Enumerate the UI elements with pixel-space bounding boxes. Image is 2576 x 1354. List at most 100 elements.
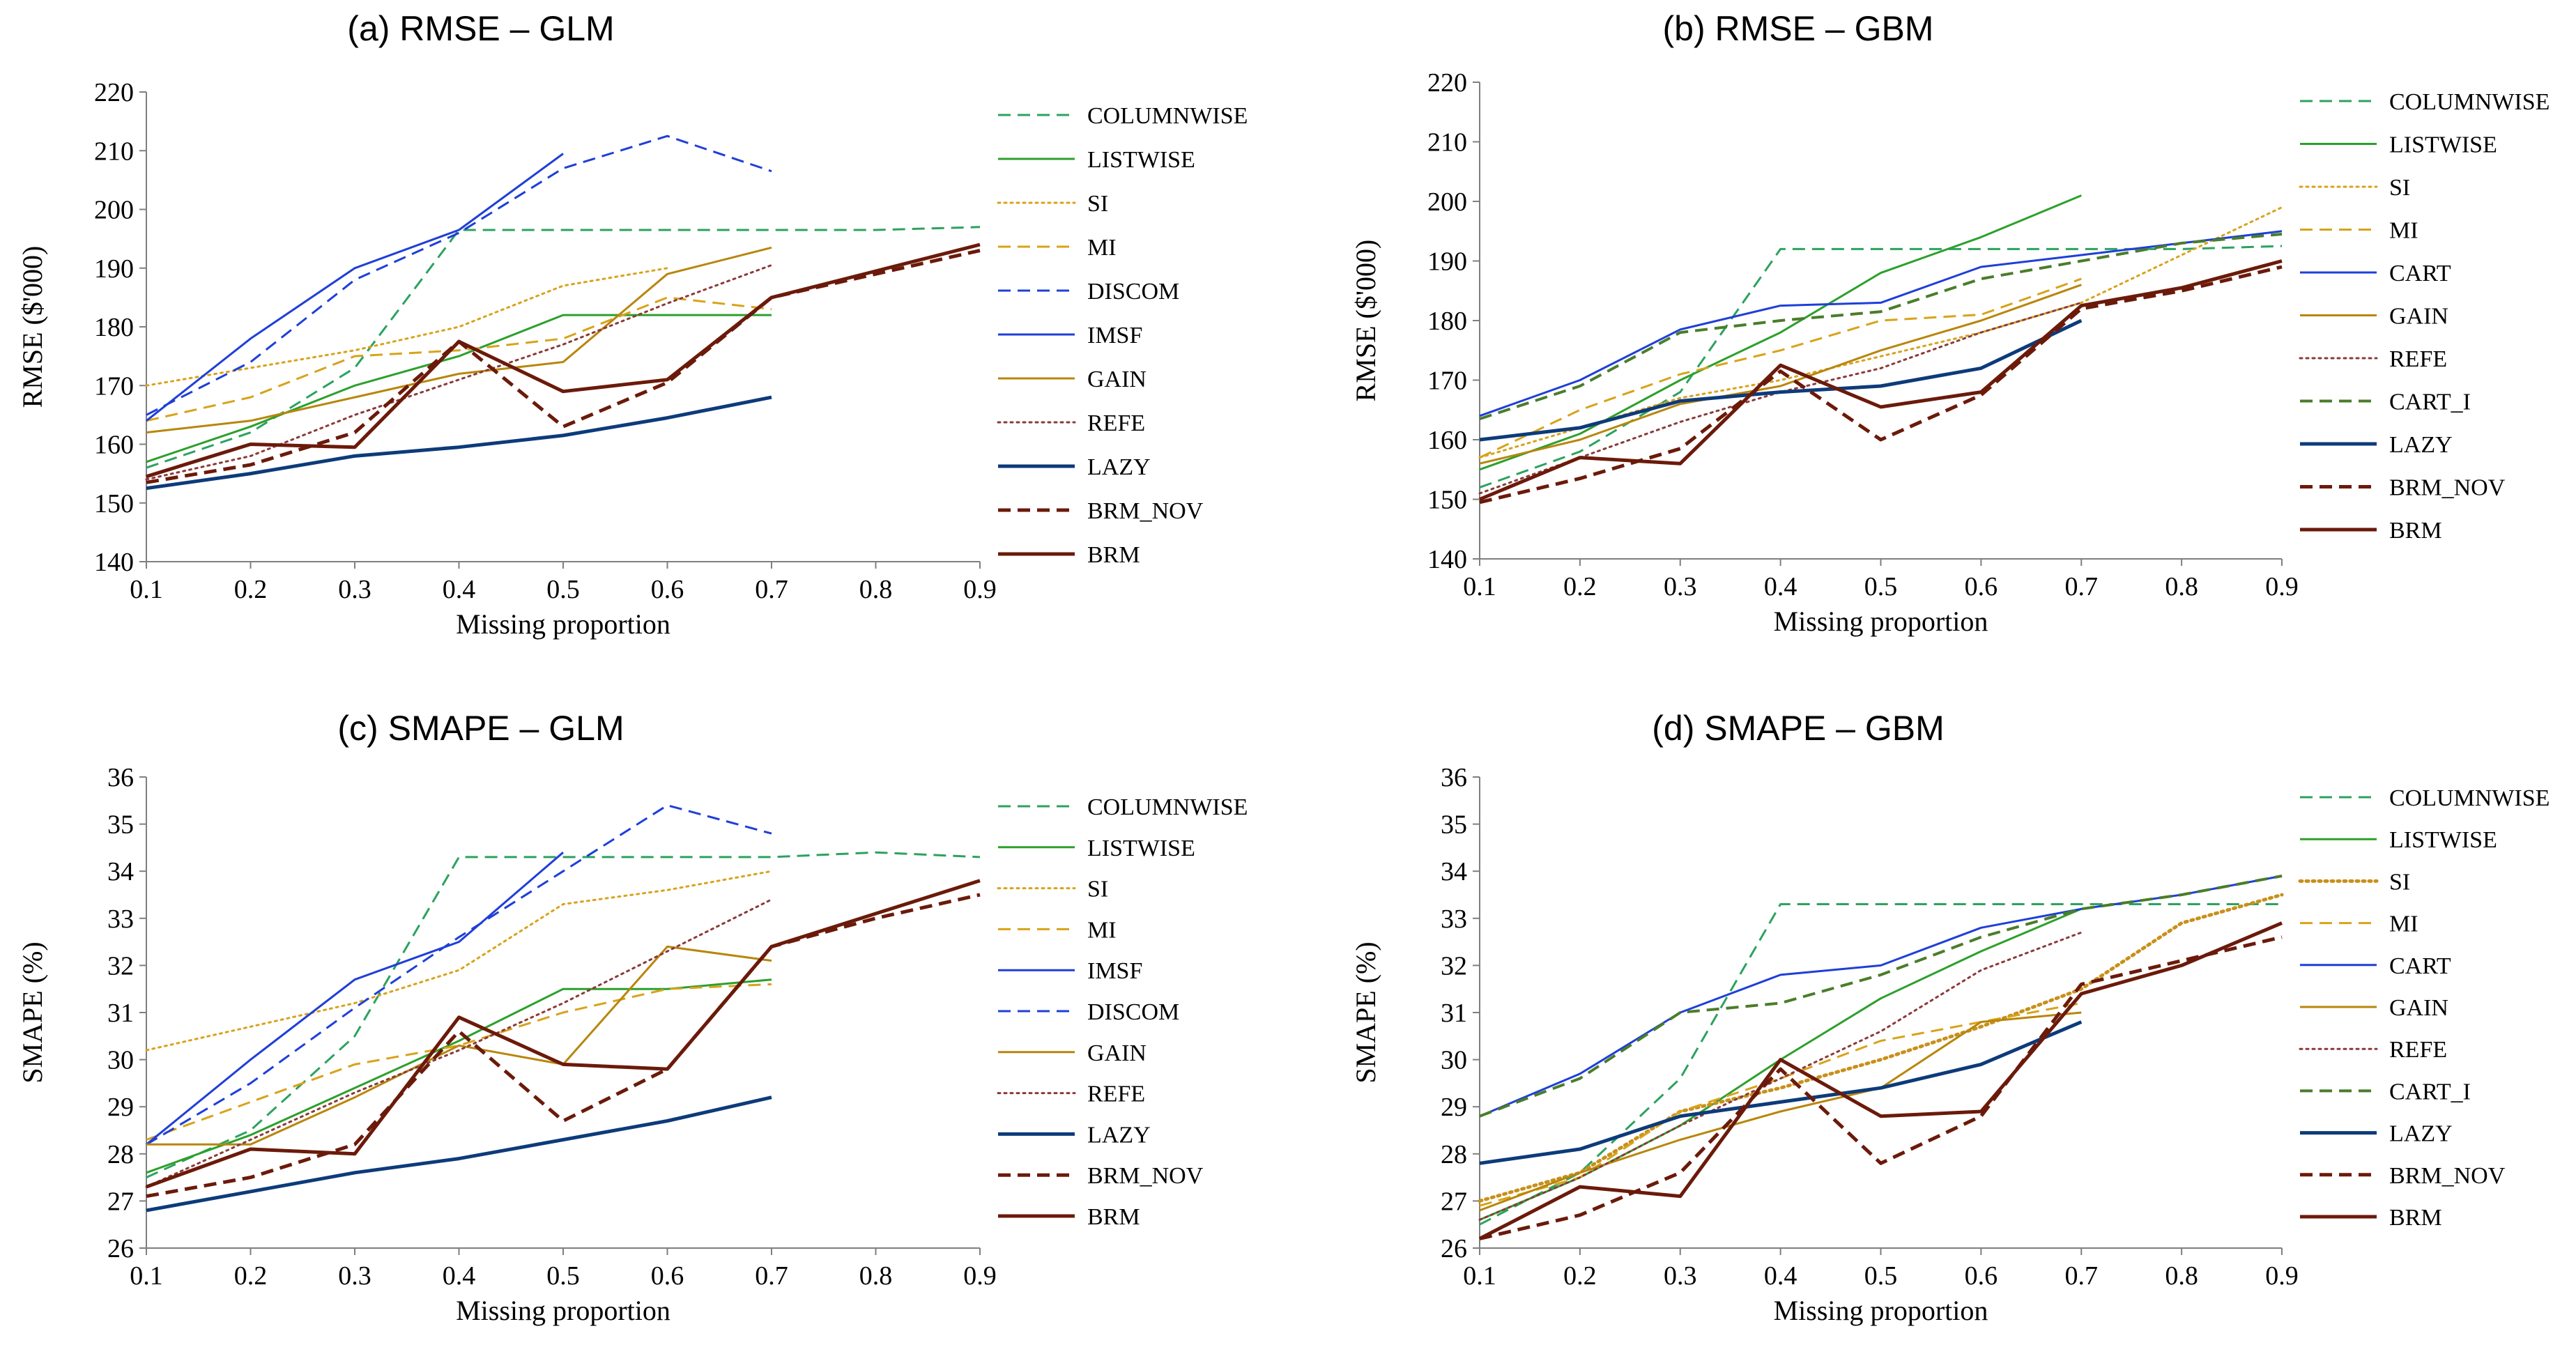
legend-label-refe: REFE [2389, 346, 2447, 372]
legend-label-si: SI [2389, 869, 2410, 895]
legend-label-cart: CART [2389, 261, 2451, 286]
series-line-lazy [1479, 1020, 2083, 1165]
x-tick-label: 0.7 [755, 1261, 788, 1291]
series-line-refe [145, 264, 773, 481]
chart-panel-c: (c) SMAPE – GLM 26 27 28 29 30 31 32 33 34 35 36 0.1… [17, 709, 1248, 1326]
series-line-lazy [146, 395, 772, 491]
x-tick-label: 0.2 [234, 575, 268, 604]
x-tick-label: 0.8 [859, 1261, 893, 1291]
legend-label-gain: GAIN [1087, 1040, 1147, 1066]
x-tick-label: 0.4 [1764, 572, 1797, 601]
legend-label-lazy: LAZY [1087, 1122, 1151, 1148]
y-tick-label: 32 [1441, 951, 1467, 980]
series-line-imsf [146, 153, 564, 422]
series-line-brm-nov [1479, 265, 2283, 505]
legend-label-imsf: IMSF [1087, 323, 1142, 348]
legend-label-columnwise: COLUMNWISE [1087, 794, 1248, 820]
series-line-si [1478, 893, 2284, 1203]
y-tick-label: 27 [107, 1187, 134, 1216]
chart-panel-d: (d) SMAPE – GBM 26 27 28 29 30 31 32 33 34 35 36 0.1… [1350, 709, 2550, 1326]
series-line-brm-nov [146, 249, 981, 484]
legend-label-mi: MI [2389, 911, 2418, 937]
chart-title: (d) SMAPE – GBM [1652, 709, 1945, 748]
legend-label-listwise: LISTWISE [1087, 147, 1195, 173]
legend-label-discom: DISCOM [1087, 279, 1179, 305]
legend-label-imsf: IMSF [1087, 958, 1142, 984]
x-tick-label: 0.9 [963, 1261, 997, 1291]
series-line-brm-nov [1479, 935, 2283, 1240]
x-tick-label: 0.6 [1965, 572, 1998, 601]
y-tick-label: 29 [1441, 1093, 1467, 1122]
legend-label-brm: BRM [2389, 1205, 2442, 1231]
y-tick-label: 220 [94, 78, 134, 107]
x-tick-label: 0.1 [1463, 1261, 1496, 1291]
x-tick-label: 0.1 [130, 575, 163, 604]
x-tick-label: 0.1 [1463, 572, 1496, 601]
y-tick-label: 170 [1427, 367, 1467, 396]
legend-label-listwise: LISTWISE [2389, 827, 2497, 853]
series-line-gain [1479, 1011, 2082, 1212]
legend-label-refe: REFE [1087, 410, 1145, 436]
x-tick-label: 0.5 [546, 575, 580, 604]
legend-label-brm-nov: BRM_NOV [1087, 1163, 1204, 1189]
legend-label-si: SI [2389, 175, 2410, 201]
series-line-discom [146, 134, 772, 416]
legend-label-si: SI [1087, 191, 1108, 217]
chart-panel-b: (b) RMSE – GBM 140 150 160 170 180 190 200 210 22… [1350, 9, 2550, 637]
legend-label-mi: MI [2389, 218, 2418, 244]
series-line-si [145, 870, 773, 1052]
x-tick-label: 0.3 [338, 1261, 371, 1291]
series-line-cart-i [1479, 233, 2283, 421]
legend-label-gain: GAIN [2389, 995, 2448, 1021]
y-tick-label: 140 [94, 548, 134, 577]
legend-label-listwise: LISTWISE [1087, 836, 1195, 861]
y-axis-label: RMSE ($'000) [1350, 240, 1381, 402]
y-tick-label: 210 [1427, 128, 1467, 157]
series-line-columnwise [1479, 903, 2282, 1226]
y-tick-label: 36 [1441, 763, 1467, 792]
legend-label-lazy: LAZY [1087, 454, 1151, 480]
y-tick-label: 26 [107, 1234, 134, 1263]
legend-label-columnwise: COLUMNWISE [1087, 103, 1248, 129]
x-tick-label: 0.7 [755, 575, 788, 604]
series-line-lazy [146, 1095, 772, 1213]
legend-label-columnwise: COLUMNWISE [2389, 785, 2550, 811]
legend-label-columnwise: COLUMNWISE [2389, 89, 2550, 115]
x-axis-label: Missing proportion [1774, 606, 1988, 637]
series-line-gain [1479, 284, 2082, 465]
y-tick-label: 26 [1441, 1234, 1467, 1263]
series-line-columnwise [146, 226, 981, 469]
legend: COLUMNWISE LISTWISE SI MI CART GAIN REFE CART_I… [2298, 785, 2550, 1231]
x-tick-label: 0.4 [1764, 1261, 1797, 1291]
legend-label-refe: REFE [2389, 1037, 2447, 1063]
legend-label-brm: BRM [1087, 1204, 1140, 1230]
x-tick-label: 0.9 [963, 575, 997, 604]
x-tick-label: 0.8 [2165, 572, 2198, 601]
x-tick-label: 0.2 [1563, 572, 1597, 601]
x-tick-label: 0.8 [859, 575, 893, 604]
y-tick-label: 190 [1427, 247, 1467, 277]
y-tick-label: 29 [107, 1093, 134, 1122]
legend: COLUMNWISE LISTWISE SI MI DISCOM IMSF GAIN REFE… [997, 103, 1248, 568]
series-line-listwise [1479, 907, 2082, 1221]
y-axis-label: SMAPE (%) [17, 941, 48, 1083]
y-tick-label: 200 [94, 196, 134, 225]
y-tick-label: 34 [1441, 857, 1467, 886]
series-line-cart [1479, 875, 2283, 1118]
series-line-brm [1479, 259, 2283, 501]
y-tick-label: 34 [107, 857, 134, 886]
y-tick-label: 31 [107, 999, 134, 1028]
y-tick-label: 170 [94, 371, 134, 401]
series-line-columnwise [146, 851, 981, 1178]
legend-label-brm: BRM [2389, 518, 2442, 544]
chart-title: (a) RMSE – GLM [347, 9, 614, 48]
series-line-mi [146, 296, 772, 422]
series-line-listwise [146, 314, 772, 463]
y-tick-label: 220 [1427, 68, 1467, 98]
x-tick-label: 0.7 [2065, 572, 2099, 601]
x-tick-label: 0.4 [443, 1261, 476, 1291]
y-tick-label: 28 [1441, 1140, 1467, 1169]
y-tick-label: 28 [107, 1140, 134, 1169]
x-axis-label: Missing proportion [1774, 1295, 1988, 1326]
y-tick-label: 180 [1427, 307, 1467, 336]
